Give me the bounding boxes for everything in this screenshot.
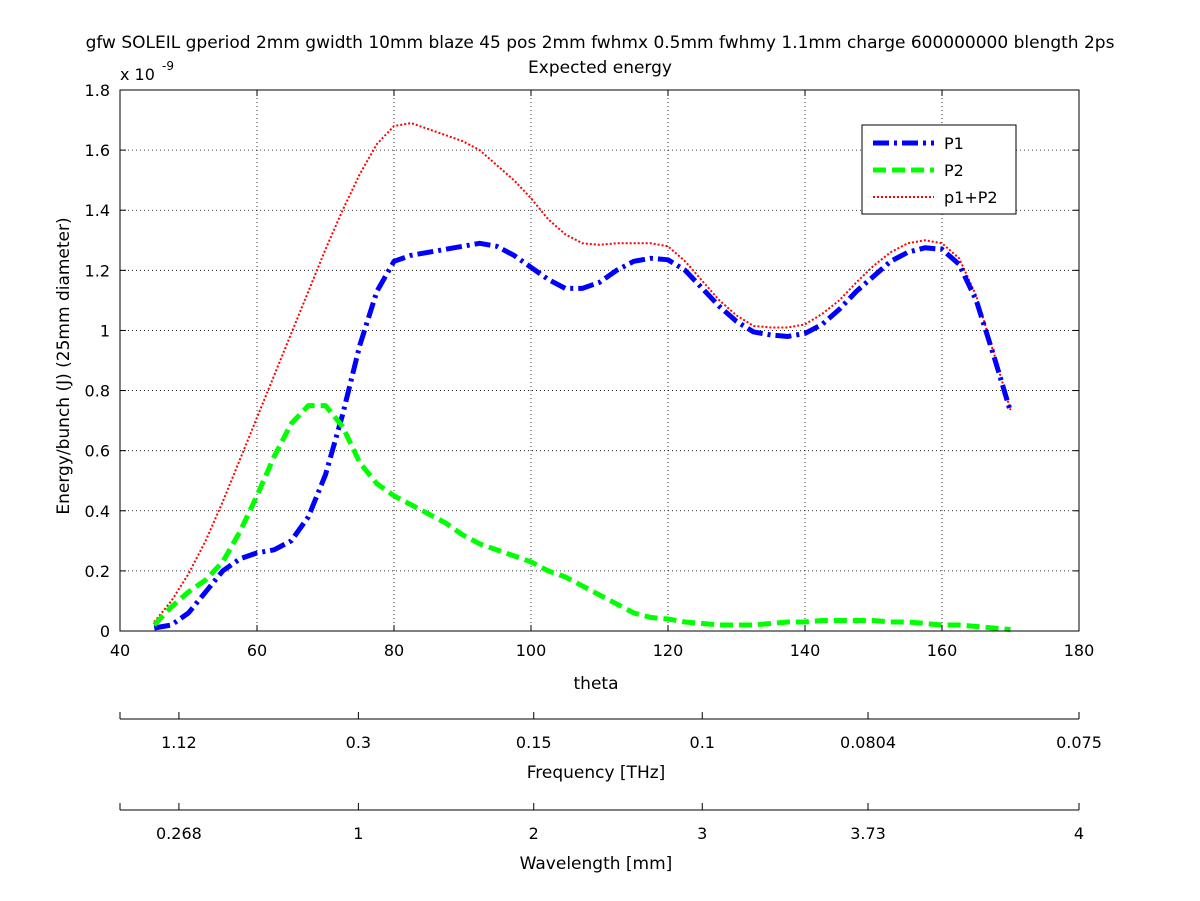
- chart-subtitle: Expected energy: [528, 58, 672, 78]
- x-tick-label: 140: [790, 641, 821, 660]
- y-tick-label: 1.8: [85, 81, 110, 100]
- y-tick-label: 1.4: [85, 201, 110, 220]
- y-axis-label: Energy/bunch (J) (25mm diameter): [54, 217, 74, 514]
- y-exponent-label: x 10: [120, 65, 155, 84]
- x-tick-label: 100: [516, 641, 547, 660]
- y-tick-label: 1.6: [85, 141, 110, 160]
- secondary-axis-label: Frequency [THz]: [527, 763, 666, 783]
- x-tick-label: 160: [927, 641, 958, 660]
- secondary-axis-tick-label: 4: [1074, 824, 1084, 843]
- series-line-p1-p2: [153, 122, 1012, 623]
- y-tick-labels: 0 0.2 0.4 0.6 0.8 1 1.2 1.4 1.6 1.8: [85, 81, 110, 641]
- y-tick-label: 1.2: [85, 261, 110, 280]
- x-tick-label: 180: [1064, 641, 1095, 660]
- legend: P1 P2 p1+P2: [861, 124, 1017, 215]
- x-tick-label: 40: [110, 641, 130, 660]
- y-tick-label: 1: [100, 321, 110, 340]
- legend-box: [861, 124, 1017, 215]
- plot-frame: [119, 89, 1080, 632]
- x-axis-label: theta: [574, 674, 619, 694]
- axis-ticks: [119, 89, 1080, 632]
- legend-label: p1+P2: [944, 188, 998, 207]
- legend-entries: P1 P2 p1+P2: [873, 134, 998, 207]
- secondary-axis-tick-label: 0.0804: [840, 733, 896, 752]
- x-tick-label: 120: [653, 641, 684, 660]
- secondary-axis-tick-label: 0.15: [516, 733, 552, 752]
- secondary-axis-tick-label: 0.3: [346, 733, 371, 752]
- y-tick-label: 0: [100, 622, 110, 641]
- y-tick-label: 0.4: [85, 502, 110, 521]
- y-exponent: x 10 -9: [120, 59, 174, 84]
- x-tick-labels: 40 60 80 100 120 140 160 180: [110, 641, 1094, 660]
- secondary-axis-tick-label: 2: [529, 824, 539, 843]
- series-line-p2: [152, 403, 1011, 632]
- legend-label: P1: [944, 134, 964, 153]
- y-tick-label: 0.2: [85, 562, 110, 581]
- y-tick-label: 0.6: [85, 442, 110, 461]
- chart-title: gfw SOLEIL gperiod 2mm gwidth 10mm blaze…: [86, 33, 1115, 53]
- secondary-axis-tick-label: 1: [353, 824, 363, 843]
- secondary-axis-label: Wavelength [mm]: [520, 854, 673, 874]
- secondary-axis-tick-label: 0.268: [156, 824, 202, 843]
- secondary-axis-tick-label: 1.12: [161, 733, 197, 752]
- series-line-p1: [153, 240, 1013, 631]
- secondary-axis-tick-label: 0.075: [1056, 733, 1102, 752]
- titles: gfw SOLEIL gperiod 2mm gwidth 10mm blaze…: [86, 33, 1115, 78]
- series-layer: [152, 122, 1013, 632]
- secondary-axis-tick-label: 0.1: [690, 733, 715, 752]
- y-tick-label: 0.8: [85, 382, 110, 401]
- secondary-axes: 1.12 0.3 0.15 0.1 0.0804 0.075 Frequency [THz]…: [119, 712, 1102, 874]
- x-tick-label: 60: [247, 641, 267, 660]
- y-exponent-power: -9: [162, 59, 174, 73]
- secondary-axis-tick-label: 3: [697, 824, 707, 843]
- secondary-axis-tick-label: 3.73: [850, 824, 886, 843]
- x-tick-label: 80: [384, 641, 404, 660]
- legend-label: P2: [944, 161, 964, 180]
